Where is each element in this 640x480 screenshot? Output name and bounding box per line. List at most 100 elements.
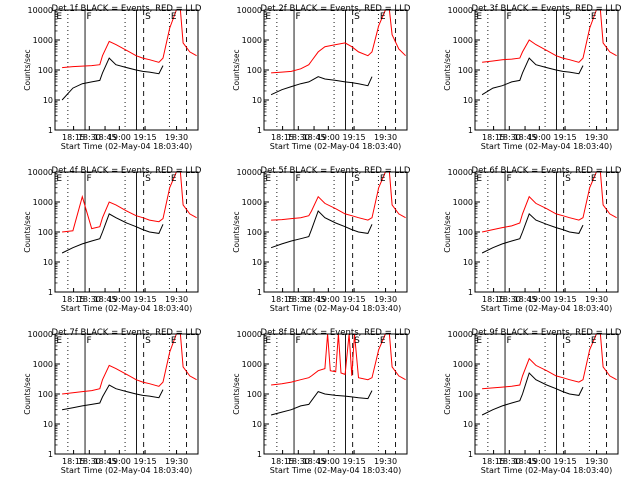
plot-frame [263,171,408,293]
y-tick-label: 100 [38,66,53,75]
event-marker-label: E [380,336,386,346]
event-marker-label: S [354,174,360,184]
chart-title: Det 6f BLACK = Events, RED = LLD [472,166,622,176]
y-tick-label: 1000 [33,36,53,45]
event-marker-label: E [476,12,482,22]
x-tick-label: 19:00 [108,295,131,304]
y-tick-label: 10000 [448,168,473,177]
y-tick-label: 10000 [28,330,53,339]
x-axis-label: Start Time (02-May-04 18:03:40) [61,304,192,313]
y-tick-label: 1000 [242,360,262,369]
event-marker-label: S [565,12,571,22]
plot-frame [263,9,408,131]
x-tick-label: 19:15 [554,133,577,142]
plot-frame [54,9,199,131]
event-marker-label: F [506,174,511,184]
y-tick-label: 1 [48,288,53,297]
x-tick-label: 19:30 [374,457,397,466]
y-tick-label: 1000 [33,360,53,369]
x-axis-label: Start Time (02-May-04 18:03:40) [61,466,192,475]
y-tick-label: 100 [247,228,262,237]
y-axis-label: Counts/sec [443,49,452,90]
plot-frame [263,333,408,455]
event-marker-label: E [591,12,597,22]
x-tick-label: 18:45 [94,133,117,142]
y-tick-label: 100 [247,390,262,399]
event-marker-label: E [56,12,62,22]
x-tick-label: 18:30 [78,133,101,142]
y-tick-label: 1 [468,288,473,297]
event-marker-label: S [145,174,151,184]
event-marker-label: E [171,336,177,346]
x-tick-label: 18:45 [514,133,537,142]
event-marker-label: E [56,336,62,346]
x-tick-label: 19:00 [528,457,551,466]
y-axis-label: Counts/sec [232,211,241,252]
x-tick-label: 19:30 [374,295,397,304]
x-axis-label: Start Time (02-May-04 18:03:40) [481,304,612,313]
x-tick-label: 19:00 [528,295,551,304]
event-marker-label: E [56,174,62,184]
event-marker-label: E [476,336,482,346]
x-axis-label: Start Time (02-May-04 18:03:40) [270,142,401,151]
event-marker-label: S [565,336,571,346]
y-tick-label: 10 [463,420,473,429]
y-tick-label: 10 [43,258,53,267]
y-tick-label: 1 [257,450,262,459]
chart-title: Det 9f BLACK = Events, RED = LLD [472,328,622,338]
event-marker-label: E [265,174,271,184]
y-tick-label: 10000 [448,6,473,15]
event-marker-label: S [565,174,571,184]
y-tick-label: 10 [463,258,473,267]
events-series-line [270,390,373,416]
events-series-line [61,213,164,254]
x-tick-label: 18:45 [94,457,117,466]
y-tick-label: 100 [247,66,262,75]
x-tick-label: 19:30 [585,457,608,466]
chart-title: Det 4f BLACK = Events, RED = LLD [52,166,202,176]
x-tick-label: 19:30 [374,133,397,142]
events-series-line [481,213,584,254]
x-tick-label: 19:00 [528,133,551,142]
event-marker-label: S [354,12,360,22]
y-tick-label: 10 [252,258,262,267]
x-tick-label: 19:00 [108,133,131,142]
y-tick-label: 100 [458,228,473,237]
y-tick-label: 10000 [28,168,53,177]
events-series-line [61,57,164,101]
event-marker-label: F [295,12,300,22]
event-marker-label: F [506,336,511,346]
event-marker-label: F [295,336,300,346]
chart-title: Det 2f BLACK = Events, RED = LLD [261,4,411,14]
x-tick-label: 18:45 [514,457,537,466]
events-series-line [481,372,584,416]
x-tick-label: 18:45 [303,295,326,304]
event-marker-label: E [591,174,597,184]
x-tick-label: 18:45 [303,457,326,466]
x-tick-label: 19:15 [343,295,366,304]
x-tick-label: 19:30 [165,457,188,466]
event-marker-label: E [265,12,271,22]
y-tick-label: 10000 [28,6,53,15]
y-axis-label: Counts/sec [23,49,32,90]
x-tick-label: 18:30 [287,457,310,466]
event-marker-label: E [476,174,482,184]
x-tick-label: 18:15 [62,295,85,304]
y-tick-label: 1000 [242,36,262,45]
x-axis-label: Start Time (02-May-04 18:03:40) [270,466,401,475]
chart-title: Det 7f BLACK = Events, RED = LLD [52,328,202,338]
x-tick-label: 18:30 [78,295,101,304]
x-tick-label: 19:15 [343,133,366,142]
y-tick-label: 100 [38,228,53,237]
y-tick-label: 1000 [453,36,473,45]
y-tick-label: 1 [468,126,473,135]
x-tick-label: 19:00 [108,457,131,466]
chart-title: Det 8f BLACK = Events, RED = LLD [261,328,411,338]
y-axis-label: Counts/sec [443,373,452,414]
